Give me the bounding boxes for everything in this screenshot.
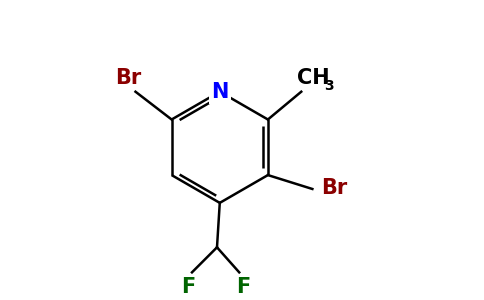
- Text: Br: Br: [321, 178, 347, 198]
- Text: CH: CH: [298, 68, 330, 88]
- Text: 3: 3: [324, 79, 333, 93]
- Text: Br: Br: [115, 68, 142, 88]
- Text: N: N: [211, 82, 228, 102]
- Text: F: F: [236, 277, 251, 296]
- Text: F: F: [181, 277, 195, 296]
